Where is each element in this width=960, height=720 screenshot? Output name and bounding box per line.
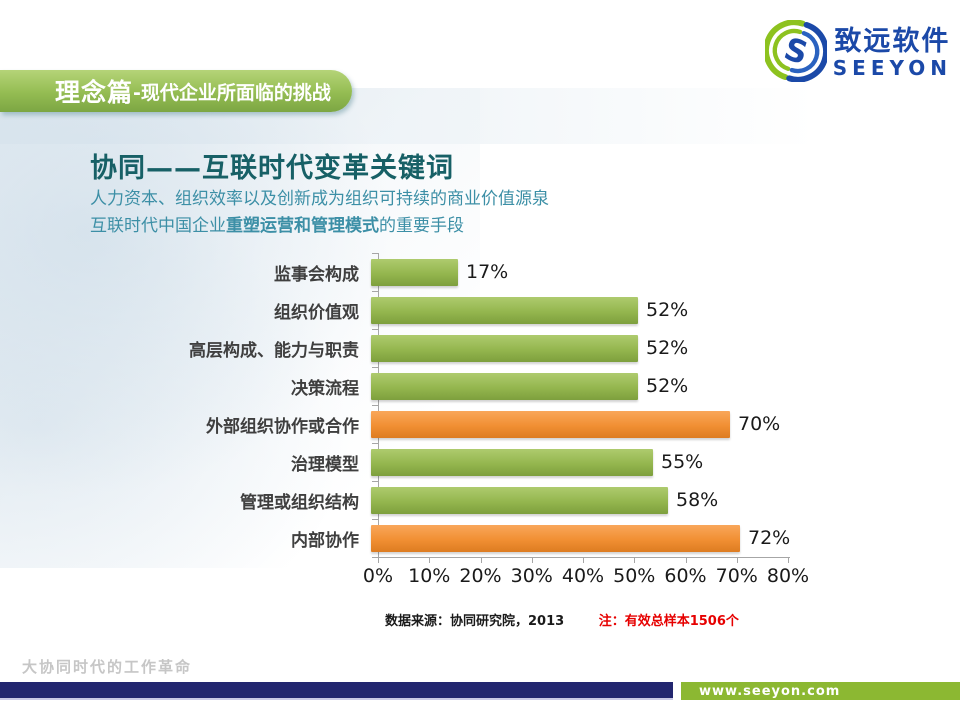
x-axis: 0% 10% 20% 30% 40% 50% 60% 70% 80% bbox=[150, 557, 850, 597]
footer-url-bar: www.seeyon.com bbox=[681, 682, 960, 700]
y-axis-tick bbox=[372, 367, 378, 368]
x-axis-tick bbox=[583, 558, 584, 563]
value-label: 72% bbox=[748, 527, 791, 549]
x-axis-tick bbox=[531, 558, 533, 563]
watermark-slogan: 大协同时代的工作革命 bbox=[22, 658, 193, 676]
y-axis-tick bbox=[372, 291, 378, 292]
section-banner: 理念篇 -现代企业所面临的挑战 bbox=[0, 70, 352, 112]
bar-row: 内部协作 72% bbox=[150, 519, 850, 557]
subtitle-line2: 互联时代中国企业重塑运营和管理模式的重要手段 bbox=[90, 211, 464, 236]
bar-zone: 55% bbox=[370, 443, 850, 481]
bar-zone: 72% bbox=[370, 519, 850, 557]
x-axis-tick bbox=[378, 558, 379, 563]
bar-zone: 17% bbox=[370, 253, 850, 291]
bar-green bbox=[371, 486, 668, 514]
y-axis-line bbox=[378, 253, 379, 558]
bar-orange bbox=[371, 410, 730, 438]
category-label: 高层构成、能力与职责 bbox=[189, 340, 359, 361]
source-note: 数据来源：协同研究院，2013 注：有效总样本1506个 bbox=[385, 610, 739, 629]
subtitle-line1: 人力资本、组织效率以及创新成为组织可持续的商业价值源泉 bbox=[90, 189, 549, 209]
y-axis-tick bbox=[372, 519, 378, 520]
y-axis-tick bbox=[372, 329, 378, 330]
value-label: 55% bbox=[661, 451, 704, 473]
category-label: 管理或组织结构 bbox=[240, 492, 359, 513]
category-label: 组织价值观 bbox=[274, 302, 359, 323]
x-axis-tick-label: 0% bbox=[362, 565, 394, 587]
value-label: 52% bbox=[646, 299, 689, 321]
bar-zone: 70% bbox=[370, 405, 850, 443]
x-axis-tick-label: 20% bbox=[459, 565, 502, 587]
x-axis-tick bbox=[788, 558, 789, 563]
x-axis-tick bbox=[634, 558, 636, 563]
x-axis-tick bbox=[685, 558, 687, 563]
x-axis-tick-label: 60% bbox=[664, 565, 707, 587]
bar-green bbox=[371, 334, 638, 362]
bar-row: 监事会构成 17% bbox=[150, 253, 850, 291]
x-axis-tick bbox=[736, 558, 738, 563]
bar-row: 管理或组织结构 58% bbox=[150, 481, 850, 519]
bar-green bbox=[371, 448, 653, 476]
bar-chart: 监事会构成 17% 组织价值观 52% 高层构成、能力与职责 52% 决策流程 52% 外部组织… bbox=[150, 253, 850, 558]
x-axis-tick-label: 80% bbox=[766, 565, 810, 587]
subtitle-line2-prefix: 互联时代中国企业 bbox=[90, 216, 226, 236]
x-axis-line bbox=[378, 557, 790, 558]
x-axis-tick bbox=[480, 558, 482, 563]
x-axis-tick-label: 50% bbox=[613, 565, 656, 587]
x-axis-tick-label: 30% bbox=[510, 565, 553, 587]
bar-zone: 52% bbox=[370, 329, 850, 367]
y-axis-tick bbox=[372, 481, 378, 482]
x-axis-tick-label: 40% bbox=[561, 565, 605, 587]
bar-green bbox=[371, 372, 638, 400]
section-banner-title: 理念篇 bbox=[55, 78, 134, 107]
bar-zone: 52% bbox=[370, 367, 850, 405]
section-banner-subtitle: -现代企业所面临的挑战 bbox=[133, 81, 331, 104]
data-source-text: 数据来源：协同研究院，2013 bbox=[385, 614, 565, 629]
x-axis-tick-label: 70% bbox=[715, 565, 758, 587]
subtitle-line2-bold: 重塑运营和管理模式 bbox=[226, 216, 379, 236]
bar-orange bbox=[371, 524, 740, 552]
sample-note-text: 注：有效总样本1506个 bbox=[598, 614, 739, 629]
category-label: 监事会构成 bbox=[274, 264, 359, 285]
logo-text: 致远软件 SEEYON bbox=[832, 26, 952, 80]
bar-row: 高层构成、能力与职责 52% bbox=[150, 329, 850, 367]
value-label: 17% bbox=[466, 261, 509, 283]
y-axis-tick bbox=[372, 443, 378, 444]
seeyon-swirl-icon: S bbox=[762, 19, 829, 86]
bar-row: 治理模型 55% bbox=[150, 443, 850, 481]
y-axis-tick bbox=[372, 253, 378, 254]
category-label: 内部协作 bbox=[291, 530, 359, 551]
bar-row: 决策流程 52% bbox=[150, 367, 850, 405]
logo-brand-en: SEEYON bbox=[832, 56, 952, 80]
y-axis-tick bbox=[372, 557, 378, 558]
category-label: 治理模型 bbox=[291, 454, 359, 475]
x-axis-tick bbox=[429, 558, 431, 563]
footer-navy-bar bbox=[0, 682, 673, 700]
value-label: 70% bbox=[738, 413, 781, 435]
seeyon-logo: S 致远软件 SEEYON bbox=[762, 19, 952, 86]
bar-row: 组织价值观 52% bbox=[150, 291, 850, 329]
bar-green bbox=[371, 296, 638, 324]
value-label: 58% bbox=[676, 489, 719, 511]
svg-text:S: S bbox=[779, 31, 811, 72]
bar-green bbox=[371, 258, 458, 286]
x-axis-tick-label: 10% bbox=[408, 565, 451, 587]
bar-row: 外部组织协作或合作 70% bbox=[150, 405, 850, 443]
footer-url: www.seeyon.com bbox=[699, 683, 841, 699]
logo-brand-cn: 致远软件 bbox=[834, 26, 951, 57]
page-title: 协同——互联时代变革关键词 bbox=[90, 153, 454, 184]
category-label: 外部组织协作或合作 bbox=[206, 416, 359, 437]
bar-zone: 52% bbox=[370, 291, 850, 329]
y-axis-tick bbox=[372, 405, 378, 406]
value-label: 52% bbox=[646, 337, 689, 359]
category-label: 决策流程 bbox=[291, 378, 359, 399]
subtitle-line2-suffix: 的重要手段 bbox=[379, 216, 464, 236]
bar-zone: 58% bbox=[370, 481, 850, 519]
value-label: 52% bbox=[646, 375, 689, 397]
